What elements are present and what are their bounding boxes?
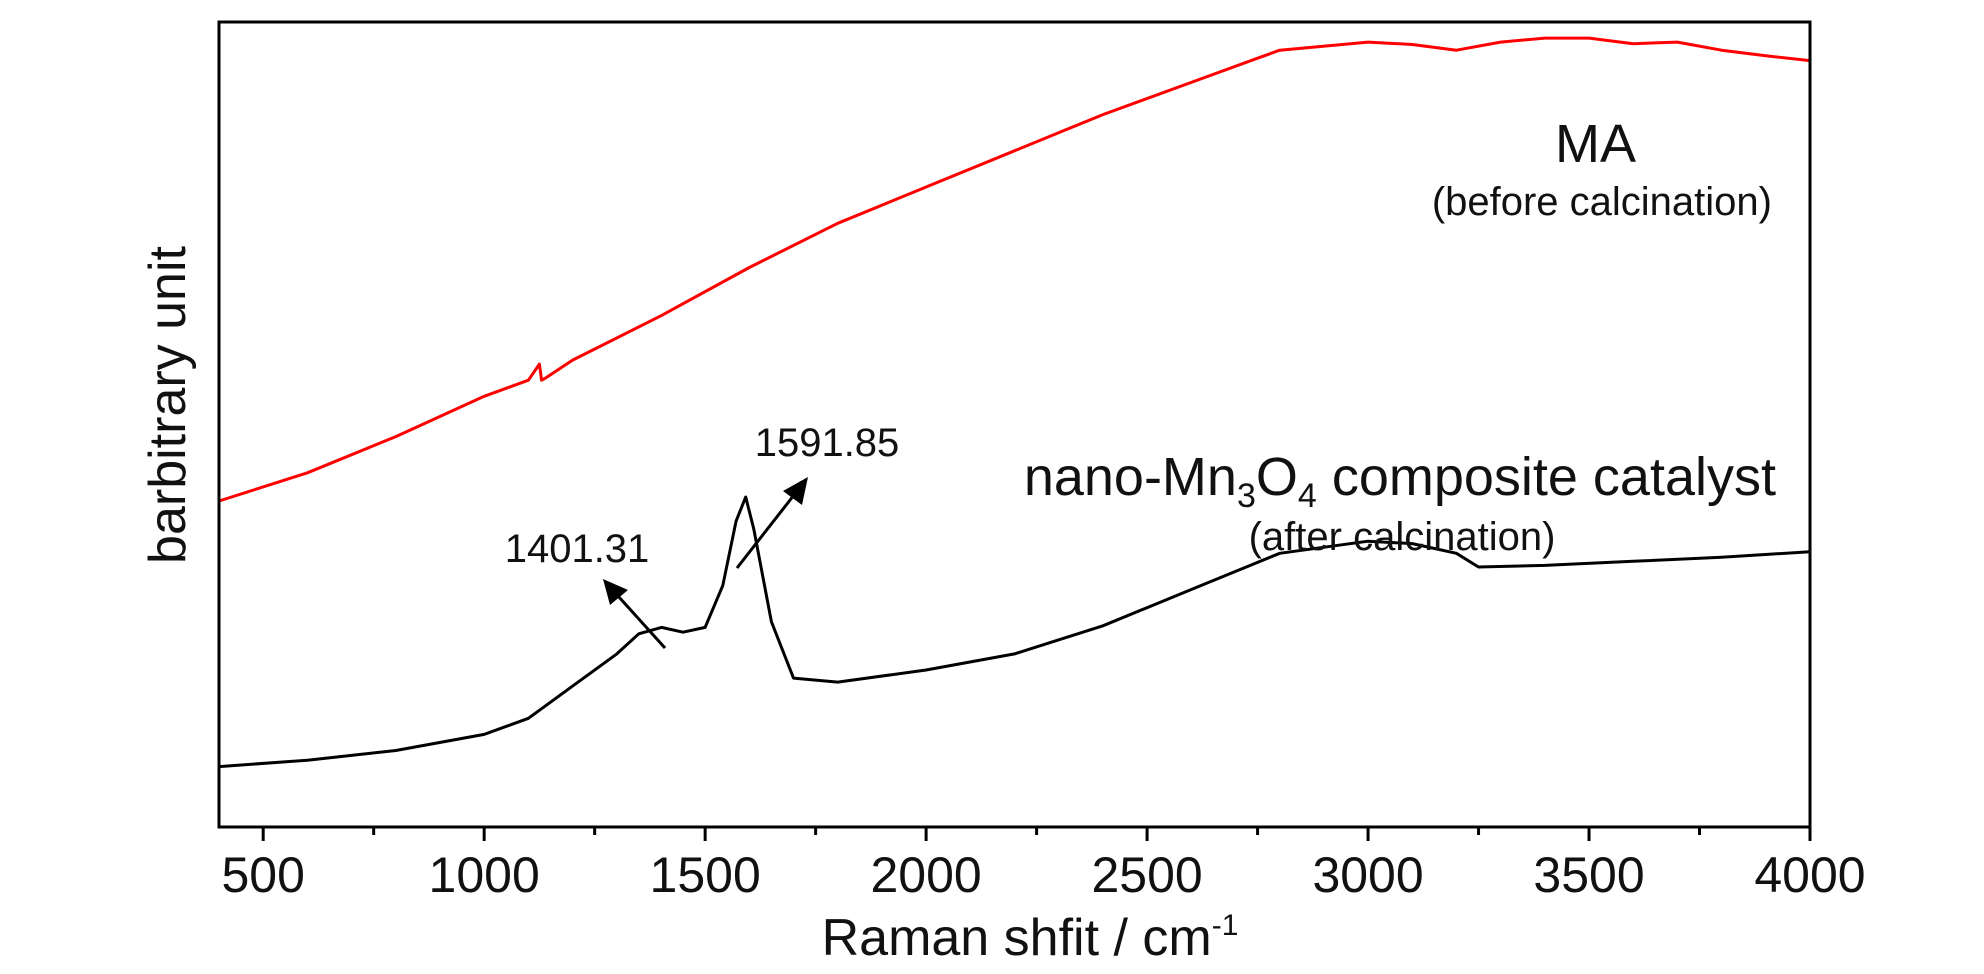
x-tick-label-1500: 1500	[650, 847, 761, 903]
catalyst-label-part-c: composite catalyst	[1317, 447, 1776, 507]
catalyst-series-sublabel: (after calcination)	[1249, 515, 1556, 559]
catalyst-label-part-b: O	[1256, 447, 1298, 507]
x-tick-label-3000: 3000	[1312, 847, 1423, 903]
ma-series-sublabel: (before calcination)	[1432, 180, 1772, 224]
y-axis-title: barbitrary unit	[139, 245, 197, 563]
x-axis-title: Raman shfit / cm-1	[822, 909, 1239, 967]
plot-layer	[218, 36, 1811, 769]
series-line-1	[218, 495, 1811, 769]
catalyst-series-label: nano-Mn3O4 composite catalyst	[1024, 447, 1776, 515]
x-axis-title-text: Raman shfit / cm	[822, 909, 1212, 967]
peak-arrow-1591	[735, 477, 808, 569]
catalyst-label-part-a: nano-Mn	[1024, 447, 1237, 507]
peak-label-1591: 1591.85	[755, 421, 900, 465]
plot-frame	[217, 20, 1812, 829]
series-line-0	[218, 36, 1811, 503]
ticks-layer: 500 1000 1500 2000 2500 3000 3500 4000	[221, 827, 1866, 903]
peak-arrow-1401	[603, 579, 667, 650]
peak-label-1401: 1401.31	[505, 527, 650, 571]
x-axis-title-superscript: -1	[1212, 909, 1239, 942]
ma-series-label: MA	[1555, 114, 1636, 174]
x-tick-label-1000: 1000	[429, 847, 540, 903]
x-tick-label-500: 500	[221, 847, 304, 903]
catalyst-label-sub-4: 4	[1298, 477, 1317, 515]
x-tick-label-3500: 3500	[1533, 847, 1644, 903]
catalyst-label-sub-3: 3	[1237, 477, 1256, 515]
x-tick-label-2500: 2500	[1091, 847, 1202, 903]
x-tick-label-4000: 4000	[1754, 847, 1865, 903]
x-tick-label-2000: 2000	[870, 847, 981, 903]
